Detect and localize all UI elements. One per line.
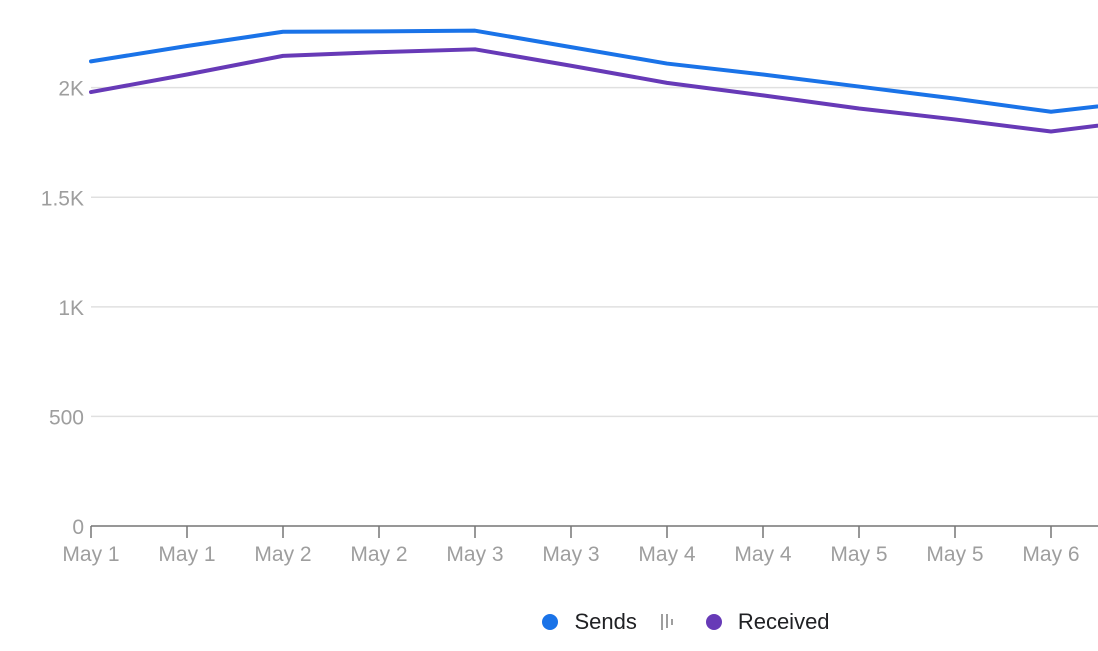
series-lines bbox=[89, 28, 1098, 134]
legend-dot-received-icon bbox=[705, 614, 722, 630]
x-tick-label: May 1 bbox=[158, 543, 215, 566]
legend: Sends Received bbox=[0, 604, 1098, 640]
x-tick-label: May 4 bbox=[734, 543, 792, 566]
x-tick-label: May 3 bbox=[542, 543, 599, 566]
legend-item-sends[interactable]: Sends bbox=[542, 609, 637, 635]
x-tick-label: May 4 bbox=[638, 543, 696, 566]
x-tick-label: May 2 bbox=[350, 543, 407, 566]
y-tick-label: 1K bbox=[58, 297, 84, 320]
legend-label-received: Received bbox=[737, 609, 830, 634]
series-line-received[interactable] bbox=[89, 47, 1098, 134]
legend-dot-sends-icon bbox=[542, 614, 559, 630]
x-tick-label: May 2 bbox=[254, 543, 311, 566]
x-tick-label: May 5 bbox=[830, 543, 887, 566]
legend-divider-icon bbox=[660, 614, 676, 630]
x-tick-label: May 6 bbox=[1022, 543, 1079, 566]
y-tick-label: 0 bbox=[72, 516, 84, 539]
grid-lines bbox=[91, 86, 1098, 418]
y-tick-label: 500 bbox=[49, 406, 84, 429]
series-line-sends[interactable] bbox=[89, 28, 1098, 114]
x-tick-label: May 3 bbox=[446, 543, 503, 566]
legend-item-received[interactable]: Received bbox=[705, 609, 830, 635]
legend-label-sends: Sends bbox=[574, 609, 637, 634]
y-axis: 0 500 1K 1.5K 2K bbox=[41, 78, 84, 539]
x-axis-ticks: May 1 May 1 May 2 May 2 May 3 May 3 May 4 May 4… bbox=[62, 526, 1080, 566]
x-tick-label: May 1 bbox=[62, 543, 119, 566]
x-tick-label: May 5 bbox=[926, 543, 983, 566]
y-tick-label: 2K bbox=[58, 78, 84, 101]
y-tick-label: 1.5K bbox=[41, 187, 84, 210]
